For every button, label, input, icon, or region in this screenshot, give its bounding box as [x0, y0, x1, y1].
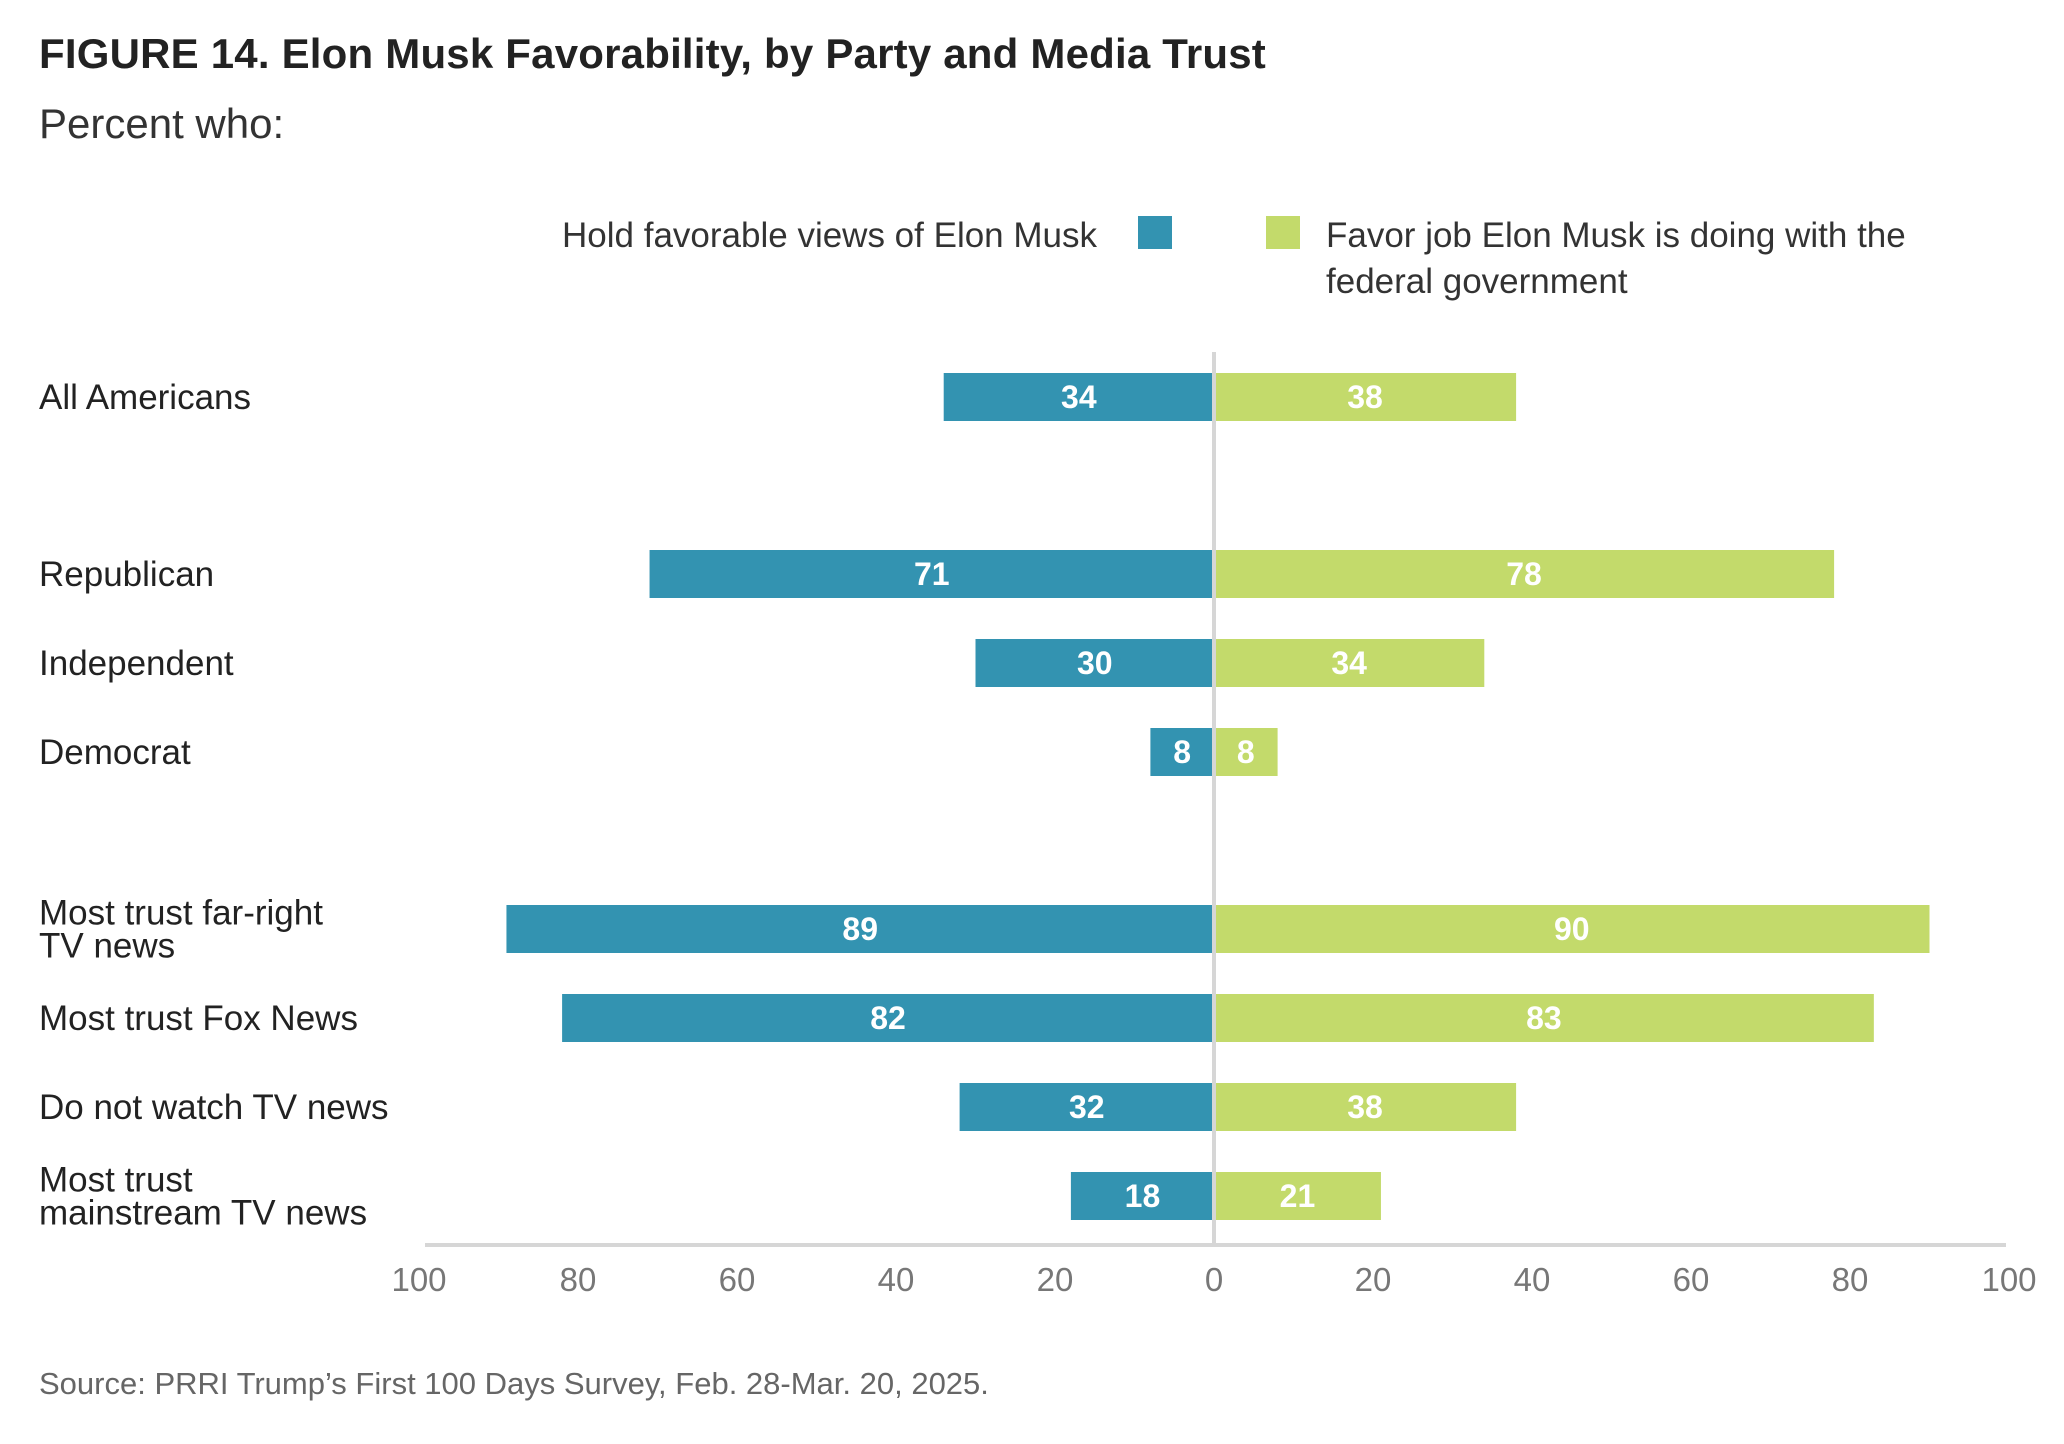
data-label-favorable: 8	[1173, 734, 1191, 770]
data-label-favor-job: 38	[1347, 1089, 1383, 1125]
bar-favor-job	[1214, 1083, 1517, 1131]
legend-swatch-favor-job	[1266, 216, 1300, 249]
data-label-favor-job: 21	[1280, 1178, 1316, 1214]
legend: Hold favorable views of Elon Musk Favor j…	[562, 216, 1906, 301]
tick-label: 0	[1205, 1261, 1223, 1298]
data-label-favorable: 34	[1061, 379, 1097, 415]
legend-label-favor-job: Favor job Elon Musk is doing with the	[1326, 216, 1906, 255]
bar-favorable	[1150, 728, 1214, 776]
data-label-favorable: 89	[842, 911, 878, 947]
tick-label: 20	[1355, 1261, 1392, 1298]
category-label: Most trust	[39, 1161, 193, 1200]
category-label: Most trust Fox News	[39, 999, 358, 1038]
tick-label: 60	[719, 1261, 756, 1298]
bar-favor-job	[1214, 639, 1485, 687]
data-label-favorable: 82	[870, 1000, 906, 1036]
bar-favorable	[1070, 1172, 1214, 1220]
bars: 34 71 30 8 89 82 32 18 38 78 34 8 90 83 38 21	[506, 373, 1930, 1220]
category-label: Democrat	[39, 733, 191, 772]
tick-label: 20	[1037, 1261, 1074, 1298]
tick-label: 100	[391, 1261, 446, 1298]
data-label-favorable: 30	[1077, 645, 1113, 681]
tick-label: 40	[1514, 1261, 1551, 1298]
chart-title: FIGURE 14. Elon Musk Favorability, by Pa…	[39, 30, 1266, 77]
bar-favor-job	[1214, 550, 1835, 598]
tick-label: 100	[1981, 1261, 2036, 1298]
data-label-favor-job: 34	[1331, 645, 1367, 681]
chart-subtitle: Percent who:	[39, 100, 285, 147]
data-label-favor-job: 83	[1526, 1000, 1562, 1036]
category-label: Do not watch TV news	[39, 1088, 389, 1127]
bar-favorable	[506, 905, 1214, 953]
bar-favor-job	[1214, 728, 1278, 776]
data-label-favorable: 71	[914, 556, 950, 592]
source-note: Source: PRRI Trump’s First 100 Days Surv…	[39, 1366, 989, 1401]
legend-swatch-favorable	[1138, 216, 1172, 249]
data-label-favorable: 18	[1125, 1178, 1161, 1214]
tick-label: 80	[1832, 1261, 1869, 1298]
data-label-favorable: 32	[1069, 1089, 1105, 1125]
bar-favorable	[959, 1083, 1214, 1131]
bar-favorable	[943, 373, 1214, 421]
x-axis: 100 80 60 40 20 0 20 40 60 80 100	[391, 352, 2037, 1298]
legend-label-favor-job: federal government	[1326, 262, 1628, 301]
tick-label: 80	[560, 1261, 597, 1298]
category-label: Republican	[39, 555, 214, 594]
tick-label: 60	[1673, 1261, 1710, 1298]
data-label-favor-job: 38	[1347, 379, 1383, 415]
category-labels: All Americans Republican Independent Democr…	[39, 378, 389, 1233]
category-label: All Americans	[39, 378, 251, 417]
category-label: Most trust far-right	[39, 894, 323, 933]
category-label: TV news	[39, 927, 175, 966]
legend-label-favorable: Hold favorable views of Elon Musk	[562, 216, 1097, 255]
bar-favor-job	[1214, 994, 1874, 1042]
category-label: Independent	[39, 644, 234, 683]
bar-favor-job	[1214, 373, 1517, 421]
bar-favorable	[562, 994, 1214, 1042]
bar-favor-job	[1214, 905, 1930, 953]
bar-favorable	[649, 550, 1214, 598]
data-label-favor-job: 78	[1506, 556, 1542, 592]
bar-favorable	[975, 639, 1214, 687]
data-label-favor-job: 90	[1554, 911, 1590, 947]
category-label: mainstream TV news	[39, 1194, 367, 1233]
data-label-favor-job: 8	[1237, 734, 1255, 770]
tick-label: 40	[878, 1261, 915, 1298]
bar-favor-job	[1214, 1172, 1381, 1220]
